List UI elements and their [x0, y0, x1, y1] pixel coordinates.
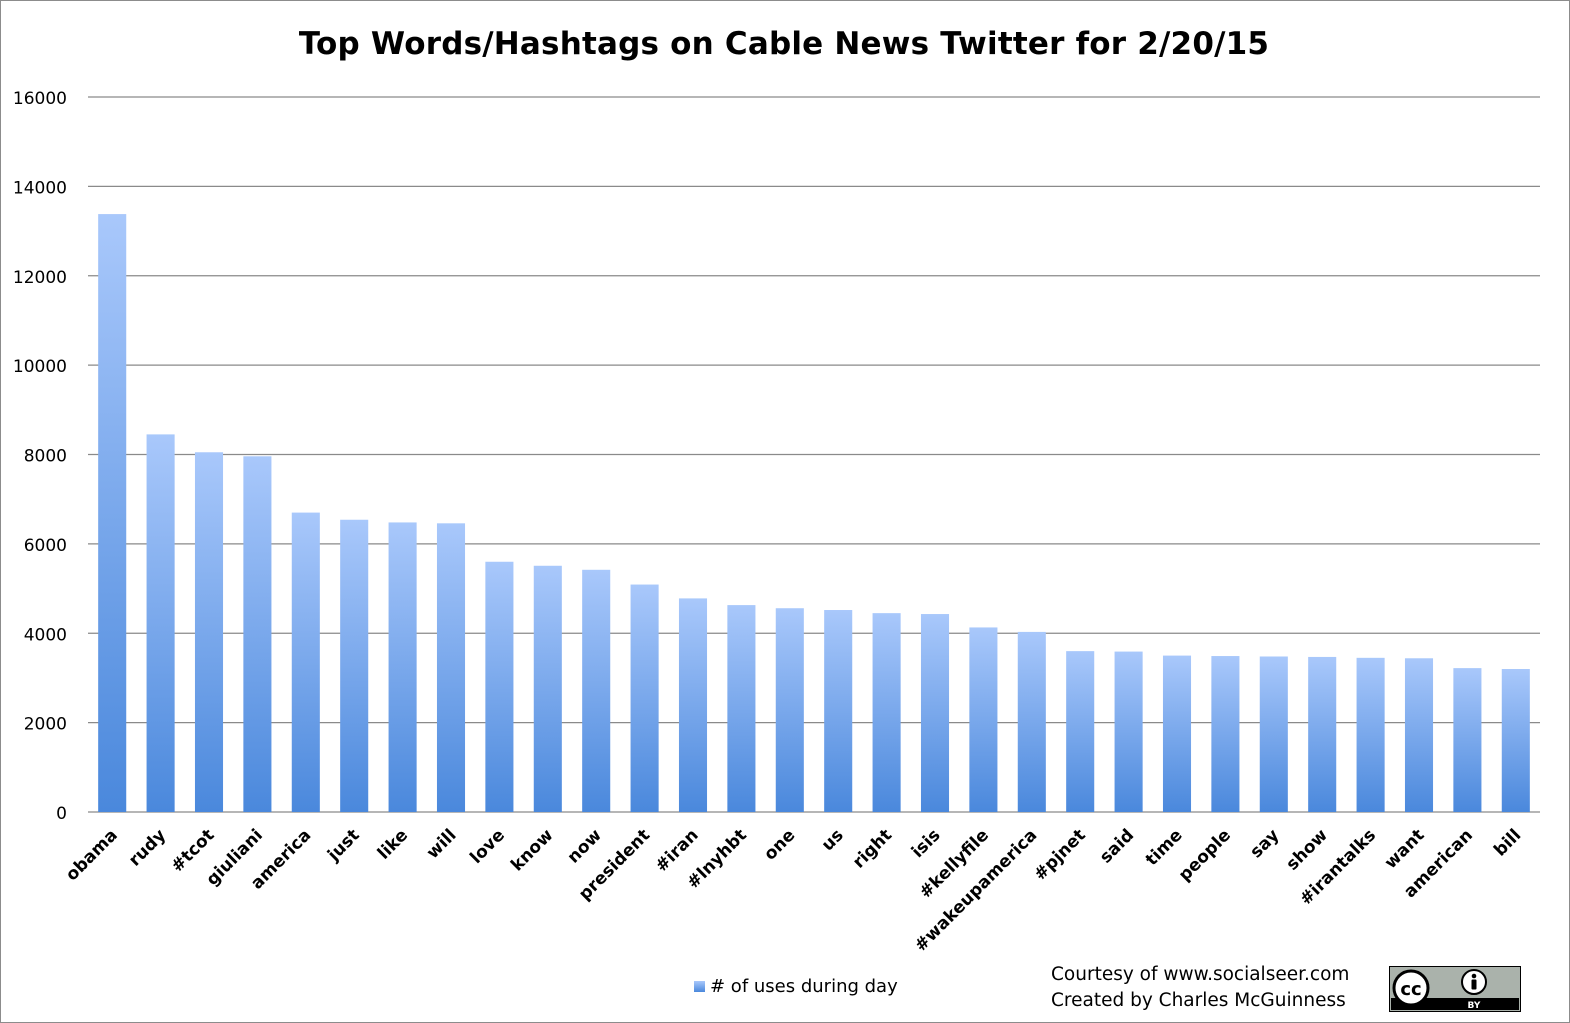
credits-line-1: Courtesy of www.socialseer.com: [1051, 964, 1350, 985]
x-tick-label: will: [423, 825, 461, 863]
chart-title: Top Words/Hashtags on Cable News Twitter…: [298, 26, 1270, 62]
x-tick-label: isis: [908, 825, 945, 862]
x-tick-label: time: [1142, 825, 1187, 870]
credits-line-2: Created by Charles McGuinness: [1051, 990, 1346, 1011]
bar-president: [630, 584, 659, 812]
bar-bill: [1501, 669, 1530, 812]
x-tick-label: us: [818, 825, 848, 855]
bar-obama: [98, 214, 127, 813]
bar-hashtag-tcot: [194, 452, 224, 812]
by-text: BY: [1468, 1001, 1481, 1011]
bar-hashtag-kellyfile: [969, 627, 998, 812]
bar-hashtag-iran: [678, 598, 708, 812]
bar-will: [436, 523, 466, 812]
x-tick-label: like: [374, 825, 412, 863]
y-axis-ticks: 0 2000 4000 6000 8000 10000 12000 14000 16000: [13, 89, 67, 824]
x-tick-label: right: [849, 825, 896, 872]
bars: [98, 214, 1530, 813]
bar-one: [775, 608, 804, 812]
bar-say: [1259, 656, 1288, 812]
y-tick-label: 8000: [24, 447, 67, 467]
x-tick-label: #pjnet: [1030, 825, 1089, 884]
y-tick-label: 6000: [24, 536, 67, 556]
x-tick-label: one: [760, 825, 799, 864]
bar-us: [824, 610, 853, 812]
y-tick-label: 16000: [13, 89, 67, 109]
bar-people: [1211, 656, 1240, 812]
x-tick-label: know: [507, 825, 557, 875]
bar-giuliani: [243, 456, 272, 812]
x-tick-label: love: [466, 825, 509, 868]
bar-hashtag-lnyhbt: [727, 605, 756, 812]
bar-like: [388, 522, 417, 812]
bar-said: [1114, 651, 1143, 812]
bar-want: [1404, 658, 1434, 812]
bar-american: [1453, 668, 1482, 812]
legend: # of uses during day: [694, 974, 898, 998]
bar-now: [582, 569, 611, 812]
bar-isis: [920, 614, 950, 812]
bar-rudy: [146, 434, 175, 812]
x-tick-label: just: [323, 825, 363, 865]
y-tick-label: 12000: [13, 268, 67, 288]
creative-commons-by-icon: cc BY: [1389, 966, 1521, 1012]
bar-know: [533, 565, 562, 812]
bar-america: [291, 512, 320, 812]
bar-time: [1162, 655, 1192, 812]
x-tick-label: bill: [1490, 825, 1525, 860]
y-tick-label: 4000: [24, 625, 67, 645]
legend-swatch: [694, 980, 705, 992]
bar-just: [340, 519, 369, 812]
bar-hashtag-wakeupamerica: [1017, 631, 1046, 812]
bar-hashtag-pjnet: [1066, 651, 1095, 812]
bar-hashtag-irantalks: [1356, 657, 1385, 812]
legend-label: # of uses during day: [710, 975, 898, 997]
x-tick-label: now: [564, 825, 606, 867]
x-tick-label: people: [1175, 825, 1235, 885]
x-tick-label: obama: [62, 825, 122, 885]
cc-text: cc: [1400, 979, 1421, 1000]
bar-show: [1308, 656, 1337, 812]
credits: Courtesy of www.socialseer.com Created b…: [1051, 962, 1349, 1014]
y-tick-label: 2000: [24, 715, 67, 735]
x-tick-label: said: [1096, 825, 1138, 867]
y-tick-label: 0: [56, 804, 67, 824]
y-tick-label: 10000: [13, 357, 67, 377]
y-tick-label: 14000: [13, 178, 67, 198]
bar-love: [485, 561, 514, 812]
bar-right: [872, 613, 901, 812]
gridlines: [88, 96, 1540, 813]
x-tick-label: rudy: [125, 825, 170, 870]
x-tick-label: say: [1246, 825, 1283, 862]
